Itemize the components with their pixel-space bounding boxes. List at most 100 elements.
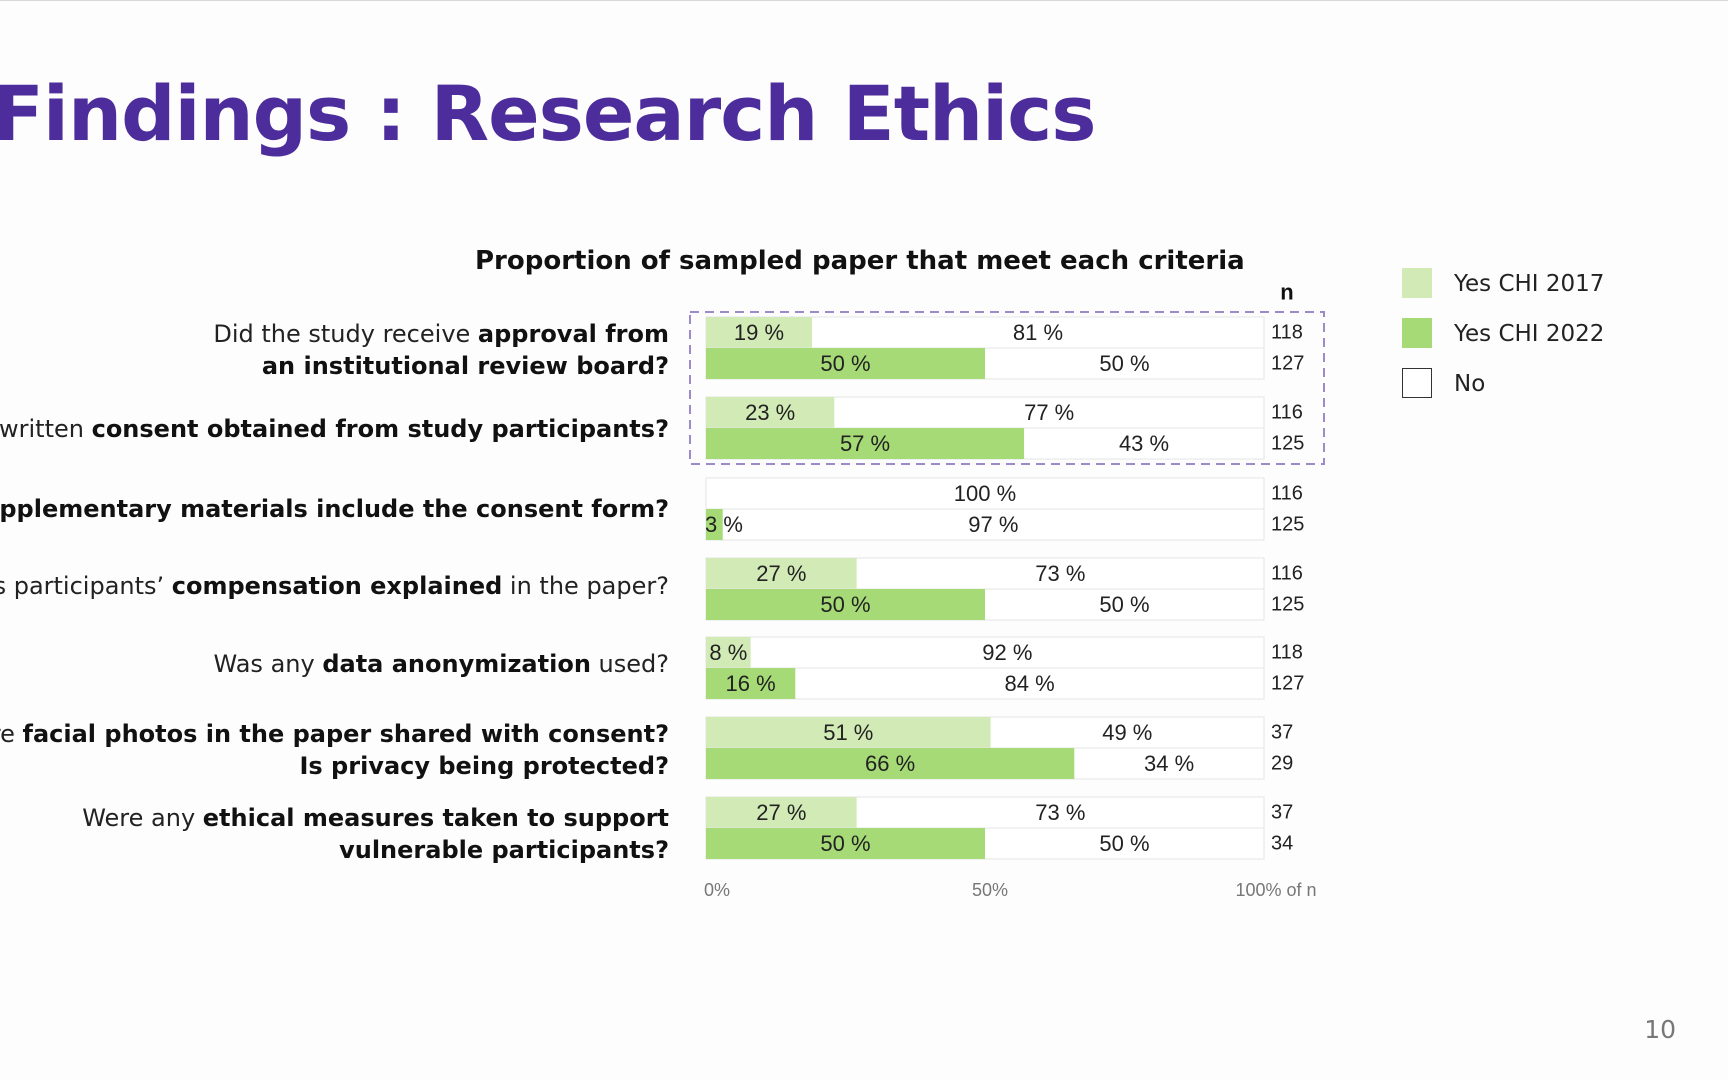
question-line: Are facial photos in the paper shared wi… — [0, 718, 669, 750]
question-text: Was any — [213, 650, 323, 678]
bar-g4-2017-yes-label: 27 % — [756, 561, 806, 586]
bar-g4-2022-n-value: 125 — [1271, 594, 1304, 616]
bar-g3-2022-no-label: 97 % — [968, 512, 1018, 537]
question-emphasis: data anonymization — [322, 650, 591, 678]
bar-g1-2017-yes-label: 19 % — [734, 320, 784, 345]
question-label-4: Was participants’ compensation explained… — [0, 570, 669, 602]
bar-g1-2022-n-value: 127 — [1271, 353, 1304, 375]
bar-g5-2022-yes-label: 16 % — [726, 671, 776, 696]
question-emphasis: Is privacy being protected? — [299, 752, 669, 780]
x-tick-3: 100% of n — [1235, 880, 1316, 900]
question-text: Did the study receive — [213, 320, 478, 348]
question-emphasis: an institutional review board? — [261, 352, 669, 380]
bar-g5-2017-n-value: 118 — [1271, 642, 1303, 664]
bar-g6-2022-yes — [706, 748, 1075, 779]
question-emphasis: supplementary materials include the cons… — [0, 495, 669, 523]
x-tick-1: 0% — [704, 880, 730, 900]
legend-swatch-no — [1402, 368, 1432, 398]
bar-g2-2017-yes-label: 23 % — [745, 400, 795, 425]
bar-g2-2022-no-label: 43 % — [1119, 431, 1169, 456]
question-line: Was written consent obtained from study … — [0, 413, 669, 445]
bar-g5-2022-no-label: 84 % — [1005, 671, 1055, 696]
bar-g1-2022-no-label: 50 % — [1099, 351, 1149, 376]
bar-g7-2022-n-value: 34 — [1271, 833, 1293, 855]
slide-title: Findings : Research Ethics — [0, 69, 1096, 158]
chart-title: Proportion of sampled paper that meet ea… — [475, 246, 1245, 276]
n-header: n — [1280, 280, 1293, 305]
question-text: used? — [590, 650, 669, 678]
bar-g3-2022-no — [705, 508, 1265, 541]
bar-g2-2022-yes-label: 57 % — [840, 431, 890, 456]
legend-label-yes-chi-2022: Yes CHI 2022 — [1454, 321, 1605, 347]
question-label-5: Was any data anonymization used? — [214, 648, 669, 680]
bar-g2-2022-yes — [706, 428, 1025, 459]
bar-g6-2022-n-value: 29 — [1271, 753, 1293, 775]
top-border-line — [0, 0, 1728, 1]
question-label-2: Was written consent obtained from study … — [0, 413, 669, 445]
question-line: Did the study receive approval from — [213, 318, 669, 350]
bar-g4-2017-n-value: 116 — [1271, 563, 1303, 585]
bar-g6-2017-yes — [706, 717, 991, 748]
page-number: 10 — [1644, 1015, 1676, 1044]
question-label-3: Do supplementary materials include the c… — [0, 493, 669, 525]
legend-swatch-yes-chi-2022 — [1402, 318, 1432, 348]
legend-swatch-yes-chi-2017 — [1402, 268, 1432, 298]
question-emphasis: consent obtained from study participants… — [91, 415, 669, 443]
question-emphasis: ethical measures taken to support — [202, 804, 669, 832]
bar-g5-2017-yes-label: 8 % — [709, 640, 747, 665]
bar-g3-2022-n-value: 125 — [1271, 514, 1304, 536]
bar-g2-2022-n-value: 125 — [1271, 433, 1304, 455]
bar-g3-2017-no-label: 100 % — [954, 481, 1016, 506]
bar-g5-2022-n-value: 127 — [1271, 673, 1304, 695]
question-label-1: Did the study receive approval from an in… — [213, 318, 669, 382]
highlight-box — [689, 311, 1325, 465]
question-line: Were any ethical measures taken to suppo… — [82, 802, 669, 834]
question-line: Was participants’ compensation explained… — [0, 570, 669, 602]
legend-label-no: No — [1454, 371, 1486, 397]
bar-g3-2017-n-value: 116 — [1271, 483, 1303, 505]
question-text: in the paper? — [502, 572, 669, 600]
bar-g5-2017-no-label: 92 % — [982, 640, 1032, 665]
bar-g7-2017-yes — [706, 797, 857, 828]
x-tick-2: 50% — [972, 880, 1008, 900]
question-emphasis: approval from — [477, 320, 669, 348]
question-emphasis: compensation explained — [171, 572, 503, 600]
bar-g6-2017-no-label: 49 % — [1102, 720, 1152, 745]
bar-g5-2022-no — [705, 667, 1265, 700]
bar-g2-2017-yes — [706, 397, 835, 428]
question-text: Was participants’ — [0, 572, 165, 600]
bar-g6-2022-no-label: 34 % — [1144, 751, 1194, 776]
bar-g2-2017-n-value: 116 — [1271, 402, 1303, 424]
question-text: Were any — [82, 804, 203, 832]
bar-g4-2017-no-label: 73 % — [1035, 561, 1085, 586]
bar-g5-2017-no — [705, 636, 1265, 669]
bar-g6-2022-yes-label: 66 % — [865, 751, 915, 776]
question-emphasis: vulnerable participants? — [339, 836, 669, 864]
question-line: vulnerable participants? — [82, 834, 669, 866]
bar-g7-2022-yes-label: 50 % — [820, 831, 870, 856]
bar-g1-2017-yes — [706, 317, 813, 348]
bar-g1-2017-no-label: 81 % — [1013, 320, 1063, 345]
bar-g5-2017-yes — [706, 637, 751, 668]
bar-g1-2022-yes — [706, 348, 985, 379]
bar-g6-2017-yes-label: 51 % — [823, 720, 873, 745]
bar-g1-2017-n-value: 118 — [1271, 322, 1303, 344]
bar-g7-2017-no-label: 73 % — [1035, 800, 1085, 825]
bar-g3-2022-yes-label: 3 % — [705, 512, 743, 537]
question-line: an institutional review board? — [213, 350, 669, 382]
question-text: Was written — [0, 415, 84, 443]
question-label-6: Are facial photos in the paper shared wi… — [0, 718, 669, 782]
bar-g7-2017-yes-label: 27 % — [756, 800, 806, 825]
question-emphasis: facial photos in the paper shared with c… — [22, 720, 669, 748]
bar-g7-2017-n-value: 37 — [1271, 802, 1293, 824]
question-text: Are — [0, 720, 15, 748]
bar-g1-2022-yes-label: 50 % — [820, 351, 870, 376]
question-line: Is privacy being protected? — [0, 750, 669, 782]
bar-g7-2022-yes — [706, 828, 985, 859]
bar-g7-2022-no-label: 50 % — [1099, 831, 1149, 856]
bar-g4-2022-yes — [706, 589, 985, 620]
legend-label-yes-chi-2017: Yes CHI 2017 — [1454, 271, 1605, 297]
bar-g4-2017-yes — [706, 558, 857, 589]
question-line: Do supplementary materials include the c… — [0, 493, 669, 525]
bar-g6-2017-n-value: 37 — [1271, 722, 1293, 744]
